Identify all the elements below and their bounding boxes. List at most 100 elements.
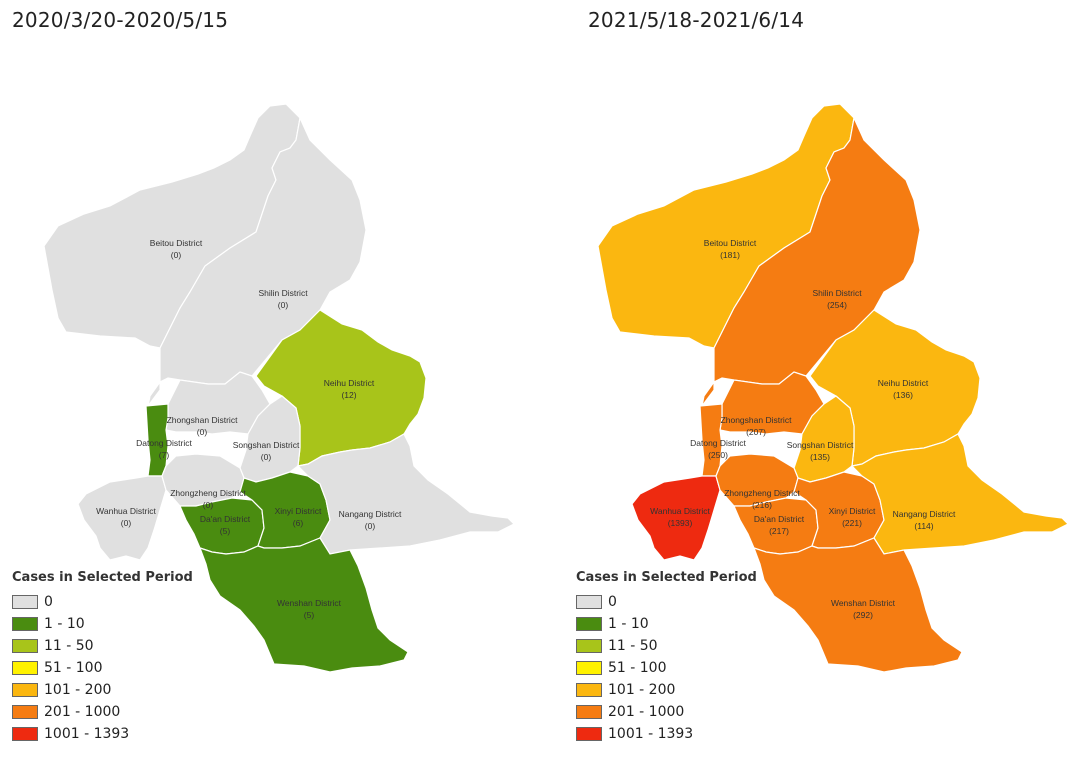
legend-item: 1001 - 1393	[576, 723, 757, 745]
district-cases-nangang: (114)	[914, 521, 933, 531]
district-name-datong: Datong District	[136, 438, 192, 448]
district-name-xinyi: Xinyi District	[275, 506, 322, 516]
district-name-zhongshan: Zhongshan District	[721, 415, 793, 425]
district-name-neihu: Neihu District	[324, 378, 375, 388]
legend-swatch	[12, 727, 38, 741]
legend-item: 11 - 50	[12, 635, 193, 657]
legend-label: 51 - 100	[44, 660, 103, 676]
district-wanhua	[631, 475, 721, 561]
legend-swatch	[12, 705, 38, 719]
legend-label: 11 - 50	[44, 638, 94, 654]
district-name-shilin: Shilin District	[812, 288, 862, 298]
district-nangang	[296, 433, 516, 555]
period-title: 2020/3/20-2020/5/15	[12, 8, 229, 32]
legend-label: 101 - 200	[44, 682, 112, 698]
period-title: 2021/5/18-2021/6/14	[588, 8, 805, 32]
legend-item: 1 - 10	[576, 613, 757, 635]
legend-item: 51 - 100	[12, 657, 193, 679]
legend-swatch	[576, 727, 602, 741]
district-name-beitou: Beitou District	[704, 238, 757, 248]
district-zhongzheng	[161, 453, 245, 507]
legend-label: 1001 - 1393	[608, 726, 694, 742]
district-name-datong: Datong District	[690, 438, 746, 448]
district-cases-wanhua: (0)	[121, 518, 132, 528]
legend-label: 1001 - 1393	[44, 726, 130, 742]
district-name-zhongzheng: Zhongzheng District	[170, 488, 246, 498]
legend-swatch	[12, 639, 38, 653]
district-cases-zhongzheng: (0)	[203, 500, 214, 510]
districts-layer: Beitou District (181) Shilin District (254)…	[597, 103, 1070, 673]
legend-swatch	[576, 595, 602, 609]
legend-item: 0	[12, 591, 193, 613]
district-name-daan: Da'an District	[754, 514, 805, 524]
district-shilin	[147, 116, 367, 407]
legend-label: 0	[44, 594, 53, 610]
district-cases-daan: (217)	[769, 526, 789, 536]
district-name-xinyi: Xinyi District	[829, 506, 876, 516]
district-cases-zhongzheng: (216)	[752, 500, 772, 510]
legend-swatch	[12, 661, 38, 675]
district-nangang	[850, 433, 1070, 555]
district-cases-wenshan: (292)	[853, 610, 873, 620]
legend-item: 101 - 200	[12, 679, 193, 701]
districts-layer: Beitou District (0) Shilin District (0) Neih…	[43, 103, 516, 673]
legend-swatch	[576, 661, 602, 675]
district-cases-xinyi: (221)	[842, 518, 862, 528]
legend-item: 1 - 10	[12, 613, 193, 635]
legend-item: 201 - 1000	[12, 701, 193, 723]
district-name-wanhua: Wanhua District	[96, 506, 156, 516]
legend-item: 101 - 200	[576, 679, 757, 701]
legend-swatch	[576, 705, 602, 719]
district-cases-beitou: (0)	[171, 250, 182, 260]
district-cases-songshan: (0)	[261, 452, 272, 462]
district-cases-neihu: (136)	[893, 390, 913, 400]
legend-item: 51 - 100	[576, 657, 757, 679]
legend-label: 11 - 50	[608, 638, 658, 654]
legend-label: 101 - 200	[608, 682, 676, 698]
district-name-zhongshan: Zhongshan District	[167, 415, 239, 425]
district-name-shilin: Shilin District	[258, 288, 308, 298]
district-wanhua	[77, 475, 167, 561]
district-name-zhongzheng: Zhongzheng District	[724, 488, 800, 498]
district-wenshan	[752, 537, 963, 673]
district-name-daan: Da'an District	[200, 514, 251, 524]
choropleth-map: Beitou District (181) Shilin District (254)…	[597, 103, 1070, 673]
legend-swatch	[12, 595, 38, 609]
district-zhongzheng	[715, 453, 799, 507]
district-shilin	[701, 116, 921, 407]
district-cases-shilin: (254)	[827, 300, 847, 310]
legend-label: 0	[608, 594, 617, 610]
district-name-songshan: Songshan District	[787, 440, 854, 450]
district-cases-xinyi: (6)	[293, 518, 304, 528]
district-cases-wanhua: (1393)	[668, 518, 693, 528]
choropleth-map: Beitou District (0) Shilin District (0) Neih…	[43, 103, 516, 673]
legend-label: 1 - 10	[608, 616, 649, 632]
legend: Cases in Selected Period 0 1 - 10 11 - 50 5…	[12, 570, 193, 745]
legend-swatch	[576, 639, 602, 653]
legend-title: Cases in Selected Period	[576, 570, 757, 585]
district-cases-neihu: (12)	[341, 390, 356, 400]
legend-label: 1 - 10	[44, 616, 85, 632]
legend-swatch	[576, 683, 602, 697]
legend-label: 51 - 100	[608, 660, 667, 676]
district-cases-datong: (250)	[708, 450, 728, 460]
legend-item: 0	[576, 591, 757, 613]
district-cases-zhongshan: (207)	[746, 427, 766, 437]
district-name-songshan: Songshan District	[233, 440, 300, 450]
map-panel-2021: 2021/5/18-2021/6/14 Beitou District (181)…	[542, 0, 1084, 778]
district-cases-datong: (7)	[159, 450, 170, 460]
district-name-wanhua: Wanhua District	[650, 506, 710, 516]
legend-item: 201 - 1000	[576, 701, 757, 723]
district-cases-shilin: (0)	[278, 300, 289, 310]
map-panel-2020: 2020/3/20-2020/5/15 Beitou District (0) Sh…	[12, 8, 516, 745]
district-name-wenshan: Wenshan District	[277, 598, 342, 608]
district-cases-songshan: (135)	[810, 452, 830, 462]
district-cases-nangang: (0)	[365, 521, 376, 531]
legend-swatch	[576, 617, 602, 631]
district-cases-wenshan: (5)	[304, 610, 315, 620]
legend-label: 201 - 1000	[608, 704, 685, 720]
legend-label: 201 - 1000	[44, 704, 121, 720]
legend-swatch	[12, 617, 38, 631]
legend-title: Cases in Selected Period	[12, 570, 193, 585]
district-cases-zhongshan: (0)	[197, 427, 208, 437]
